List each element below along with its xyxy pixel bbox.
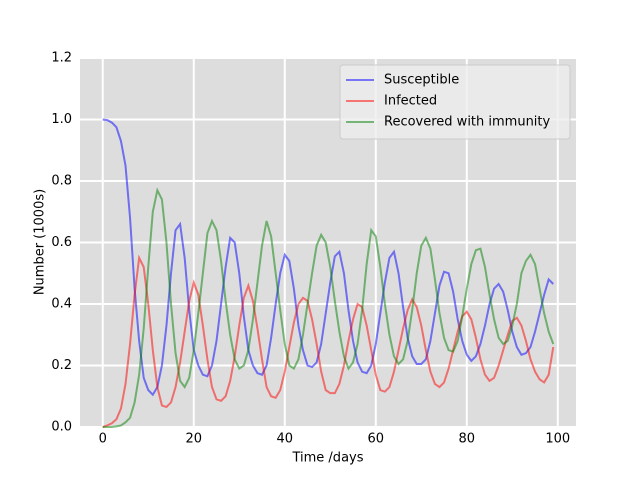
y-tick-label: 0.8 (51, 174, 72, 189)
y-tick-label: 1.2 (51, 51, 72, 66)
legend-label: Recovered with immunity (384, 115, 551, 130)
y-axis-label: Number (1000s) (33, 189, 48, 295)
x-axis-label: Time /days (291, 451, 363, 466)
x-tick-label: 40 (276, 432, 293, 447)
x-tick-label: 100 (545, 432, 570, 447)
series-line (102, 254, 555, 428)
x-tick-label: 20 (185, 432, 202, 447)
y-tick-label: 0.6 (51, 235, 72, 250)
x-tick-label: 60 (368, 432, 385, 447)
x-tick-label: 80 (459, 432, 476, 447)
legend-box (339, 64, 571, 140)
y-tick-label: 0.2 (51, 358, 72, 373)
legend-label: Susceptible (384, 73, 459, 88)
series-line (102, 187, 555, 428)
y-tick-label: 1.0 (51, 112, 72, 127)
legend-label: Infected (384, 94, 437, 109)
y-tick-label: 0.0 (51, 420, 72, 435)
y-tick-label: 0.4 (51, 297, 72, 312)
x-tick-label: 0 (99, 432, 107, 447)
